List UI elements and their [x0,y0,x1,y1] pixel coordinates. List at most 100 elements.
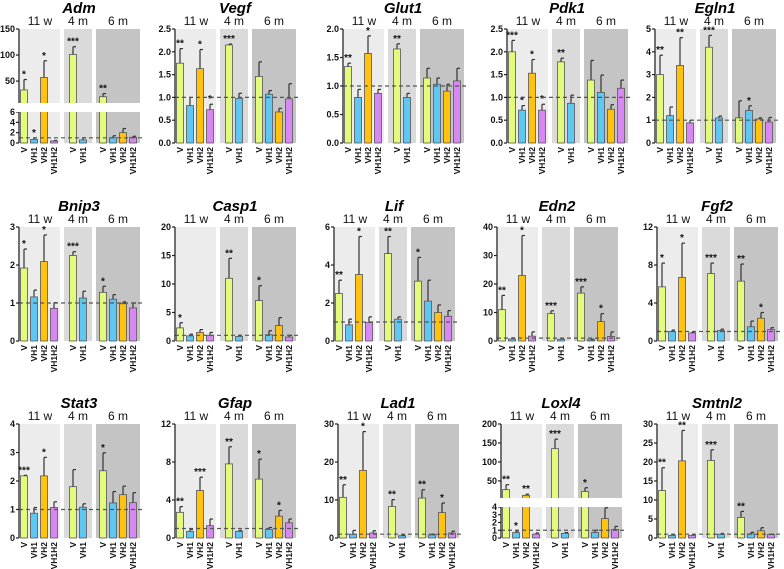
significance-label: * [277,500,281,511]
bar-vh2 [528,72,536,144]
x-tick-label: VH1 [397,542,407,559]
x-tick-label: VH2 [274,147,284,164]
bar-vh1 [403,97,411,144]
significance-label: ** [393,34,401,45]
group-label: 4 m [224,409,244,423]
y-tick-label: 2 [10,128,15,138]
bar-vh1h2 [767,329,775,342]
y-tick-label: 5 [648,514,653,524]
x-tick-label: V [19,542,29,548]
group-background [64,29,92,143]
y-tick-label: 4 [10,419,15,429]
group-label: 6 m [590,409,610,423]
x-tick-label: VH1H2 [284,345,294,373]
y-tick-label: 20 [483,279,493,289]
x-tick-label: V [68,345,78,351]
significance-label: * [257,449,261,460]
bar-v [737,517,745,539]
x-tick-label: VH1H2 [452,147,462,175]
bar-vh1 [235,97,243,144]
bar-v [255,478,263,539]
bar-v [20,475,28,539]
bar-vh1 [508,338,516,342]
significance-label: * [366,26,370,37]
x-tick-label: V [546,345,556,351]
y-tick-label: 1.5 [158,70,171,80]
y-tick-label: 6 [10,107,15,117]
group-label: 11 w [352,14,377,28]
y-tick-label: 2.0 [490,47,503,57]
bar-vh2 [196,490,204,539]
bar-vh2 [40,475,48,539]
y-tick-label: 0 [488,336,493,346]
significance-label: * [42,51,46,62]
bar-vh1h2 [50,507,58,539]
significance-label: ** [176,497,184,508]
significance-label: *** [705,253,717,264]
bar-vh1 [557,338,565,342]
x-tick-label: VH1 [29,345,39,362]
bar-v [502,489,510,539]
y-tick-label: 2 [10,260,15,270]
group-label: 4 m [556,14,576,28]
bar-v [551,448,559,539]
group-label: 11 w [666,409,691,423]
y-tick-label: 0 [329,533,334,543]
significance-label: * [101,276,105,287]
y-tick-label: 15 [643,476,653,486]
significance-label: ** [737,501,745,512]
significance-label: * [416,247,420,258]
bar-v [176,511,184,539]
bar-vh2 [40,261,48,342]
group-background [700,29,728,143]
x-tick-label: VH2 [756,345,766,362]
significance-label: ** [339,475,347,486]
x-tick-label: V [734,147,744,153]
bar-vh1 [747,326,755,342]
x-tick-label: VH2 [756,542,766,559]
bar-vh1 [109,502,117,539]
x-tick-label: V [706,345,716,351]
y-tick-label: 0 [10,138,15,148]
bar-v [557,61,565,144]
bar-vh1h2 [767,534,775,539]
bar-vh1 [186,335,194,342]
bar-v [658,490,666,539]
bar-vh1 [597,91,605,144]
y-tick-label: 150 [482,438,497,448]
y-tick-label: 10 [483,308,493,318]
y-tick-label: 1.0 [490,92,503,102]
x-tick-label: VH1 [29,147,39,164]
bar-vh1h2 [365,322,373,342]
x-tick-label: VH1H2 [128,345,138,373]
bar-v [225,277,233,342]
bar-v [20,89,28,144]
x-tick-label: V [224,345,234,351]
x-tick-label: VH1 [560,542,570,559]
group-label: 4 m [387,409,407,423]
x-tick-label: VH2 [274,345,284,362]
y-tick-label: 2 [646,92,651,102]
bar-vh1 [30,296,38,342]
group-background [64,227,92,341]
bar-vh1h2 [444,315,452,342]
x-tick-label: VH2 [195,345,205,362]
group-background [64,424,92,538]
bar-vh1 [433,83,441,144]
significance-label: * [198,40,202,51]
bar-vh2 [522,494,530,539]
group-label: 11 w [28,14,53,28]
y-tick-label: 0.5 [326,110,339,120]
bar-v [69,486,77,539]
group-background [379,227,407,341]
bar-v [547,313,555,342]
x-tick-label: VH2 [39,345,49,362]
y-tick-label: 30 [324,419,334,429]
x-tick-label: VH2 [195,542,205,559]
panel-title: Vegf [219,0,253,17]
x-tick-label: VH1 [234,147,244,164]
y-tick-label: 0.5 [490,115,503,125]
x-tick-label: VH2 [118,542,128,559]
